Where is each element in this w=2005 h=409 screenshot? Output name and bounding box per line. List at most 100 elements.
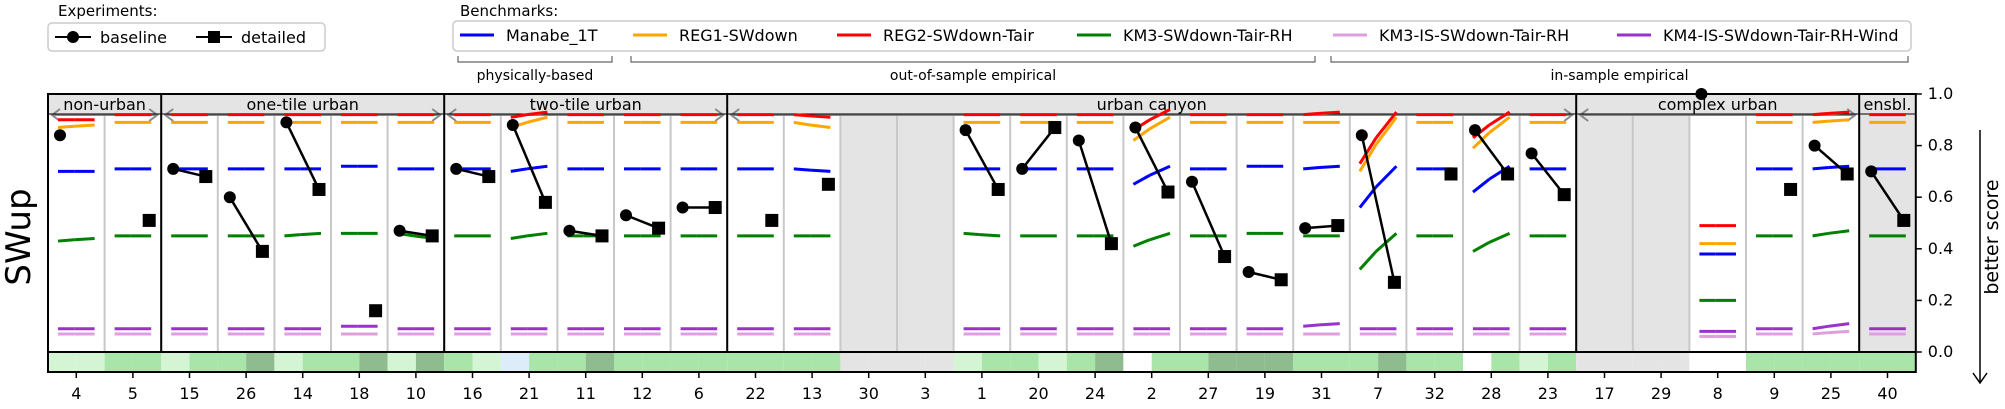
benchmark-legend-label: KM3-SWdown-Tair-RH (1123, 26, 1293, 45)
category-strip-cell (415, 352, 445, 372)
baseline-marker (1129, 121, 1142, 134)
x-tick-label: 2 (1147, 384, 1157, 403)
experiment-legend-label: baseline (100, 28, 167, 47)
category-strip-cell (161, 352, 190, 372)
x-tick-label: 6 (694, 384, 704, 403)
baseline-marker (450, 162, 463, 175)
category-strip-cell (1830, 352, 1860, 372)
benchmark-dash-left (793, 113, 811, 118)
class-arrow-head (729, 108, 740, 122)
experiments-legend-title: Experiments: (58, 2, 158, 20)
class-label: urban canyon (1097, 95, 1207, 114)
baseline-marker (1355, 129, 1368, 142)
x-tick-label: 12 (632, 384, 652, 403)
baseline-marker (1242, 266, 1255, 279)
baseline-marker (620, 209, 632, 222)
category-strip-cell (1038, 352, 1067, 372)
class-label: two-tile urban (530, 95, 642, 114)
category-strip-cell (1010, 352, 1039, 372)
category-strip-cell (1746, 352, 1775, 372)
benchmark-dash-left (1812, 166, 1830, 171)
x-tick-label: 8 (1713, 384, 1723, 403)
detailed-marker (1840, 167, 1854, 181)
x-tick-label: 7 (1373, 384, 1383, 403)
x-tick-label: 16 (462, 384, 482, 403)
benchmark-dash-left (510, 167, 528, 173)
x-tick-label: 27 (1198, 384, 1218, 403)
category-strip-cell (1151, 352, 1180, 372)
category-strip-cell (132, 352, 162, 372)
better-score-label: better score (1981, 179, 2003, 294)
detailed-marker (991, 182, 1005, 196)
x-tick-label: 20 (1028, 384, 1048, 403)
category-strip-cell (783, 352, 813, 372)
class-arrow-head (1846, 108, 1857, 122)
class-arrow-head (431, 108, 442, 122)
category-strip-cell (897, 352, 926, 372)
x-tick-label: 22 (745, 384, 765, 403)
class-arrow-head (1563, 108, 1574, 122)
x-tick-label: 3 (920, 384, 930, 403)
benchmark-dash-left (1812, 324, 1830, 331)
x-tick-label: 9 (1769, 384, 1779, 403)
benchmark-dash-left (793, 120, 811, 127)
category-strip-cell (1774, 352, 1803, 372)
x-tick-label: 32 (1425, 384, 1445, 403)
class-label: non-urban (63, 95, 146, 114)
benchmark-dash-right (1148, 115, 1171, 131)
category-strip-cell (359, 352, 388, 372)
x-tick-label: 40 (1877, 384, 1897, 403)
category-strip-cell (217, 352, 247, 372)
category-strip-cell (1349, 352, 1379, 372)
experiment-connector (1360, 135, 1396, 283)
category-strip-cell (1661, 352, 1690, 372)
detailed-marker (255, 244, 269, 258)
benchmark-dash-left (963, 231, 981, 237)
benchmark-dash-left (1812, 231, 1830, 238)
y-tick-label: 0.2 (1928, 290, 1953, 309)
class-arrow-head (1578, 108, 1589, 122)
benchmark-dash-right (1488, 110, 1511, 127)
detailed-marker (1784, 182, 1798, 196)
x-tick-label: 31 (1311, 384, 1331, 403)
x-tick-label: 29 (1651, 384, 1671, 403)
baseline-marker (54, 129, 66, 142)
baseline-marker (676, 201, 689, 214)
category-strip-cell (1463, 352, 1492, 372)
benchmark-dash-right (74, 236, 95, 242)
benchmark-dash-left (1303, 111, 1320, 117)
benchmark-dash-left (1812, 331, 1830, 336)
category-strip-cell (698, 352, 728, 372)
category-strip-cell (925, 352, 954, 372)
x-tick-label: 1 (977, 384, 987, 403)
benchmark-dash-left (510, 234, 528, 240)
benchmark-dash-right (1488, 116, 1511, 134)
baseline-marker (280, 116, 293, 129)
detailed-marker (765, 213, 779, 227)
benchmark-group-bracket (1330, 56, 1909, 63)
detailed-marker (595, 229, 609, 243)
experiment-connector (1190, 181, 1226, 258)
class-arrow-head (148, 108, 159, 122)
category-strip-cell (1208, 352, 1237, 372)
category-strip-cell (1859, 352, 1888, 372)
detailed-marker (1331, 219, 1345, 233)
benchmarks-legend-box (452, 20, 1912, 52)
x-tick-label: 5 (128, 384, 138, 403)
category-strip-cell (1123, 352, 1152, 372)
category-strip-cell (1236, 352, 1265, 372)
class-label: one-tile urban (246, 95, 358, 114)
experiment-legend-marker (208, 31, 220, 43)
experiment-connector (1077, 140, 1113, 245)
experiment-connector (1134, 126, 1170, 193)
benchmark-dash-left (1812, 111, 1830, 117)
category-strip-cell (1576, 352, 1605, 372)
benchmark-dash-right (526, 231, 548, 238)
category-strip-cell (331, 352, 360, 372)
benchmark-group-label: in-sample empirical (1550, 68, 1688, 84)
category-strip-cell (189, 352, 218, 372)
detailed-marker (199, 170, 213, 184)
detailed-marker (1048, 121, 1062, 135)
x-tick-label: 17 (1594, 384, 1614, 403)
baseline-marker (1072, 134, 1085, 147)
